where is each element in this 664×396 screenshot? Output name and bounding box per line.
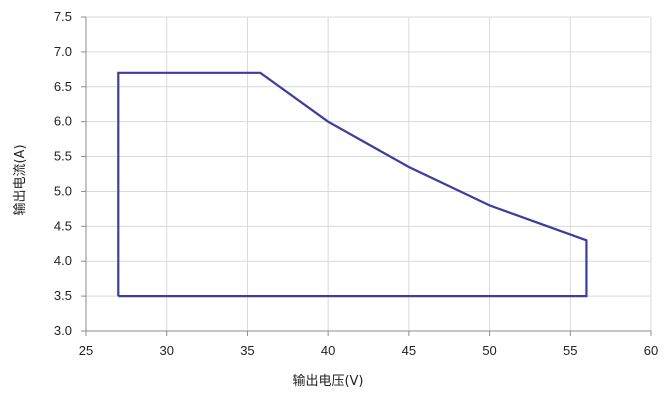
x-tick-label: 60	[644, 343, 658, 358]
y-tick-label: 5.5	[54, 149, 72, 164]
y-tick-label: 7.0	[54, 44, 72, 59]
axes	[81, 16, 652, 336]
x-axis-title: 输出电压(V)	[292, 373, 363, 389]
y-tick-label: 4.5	[54, 218, 72, 233]
x-tick-label: 30	[159, 343, 173, 358]
y-tick-label: 3.5	[54, 288, 72, 303]
y-tick-label: 5.0	[54, 183, 72, 198]
series-layer	[117, 71, 588, 298]
y-tick-label: 4.0	[54, 253, 72, 268]
y-tick-label: 7.5	[54, 9, 72, 24]
x-tick-label: 50	[482, 343, 496, 358]
x-tick-label: 25	[79, 343, 93, 358]
x-tick-label: 40	[321, 343, 335, 358]
y-tick-label: 6.0	[54, 114, 72, 129]
y-tick-labels: 3.0 3.5 4.0 4.5 5.0 5.5 6.0 6.5 7.0 7.5	[54, 9, 72, 338]
x-tick-label: 55	[563, 343, 577, 358]
series-line	[117, 71, 588, 298]
x-tick-labels: 25 30 35 40 45 50 55 60	[79, 343, 658, 358]
x-tick-label: 35	[240, 343, 254, 358]
y-tick-label: 6.5	[54, 79, 72, 94]
y-tick-label: 3.0	[54, 323, 72, 338]
x-tick-label: 45	[402, 343, 416, 358]
y-axis-title: 输出电流(A)	[12, 144, 28, 215]
grid	[86, 16, 652, 331]
